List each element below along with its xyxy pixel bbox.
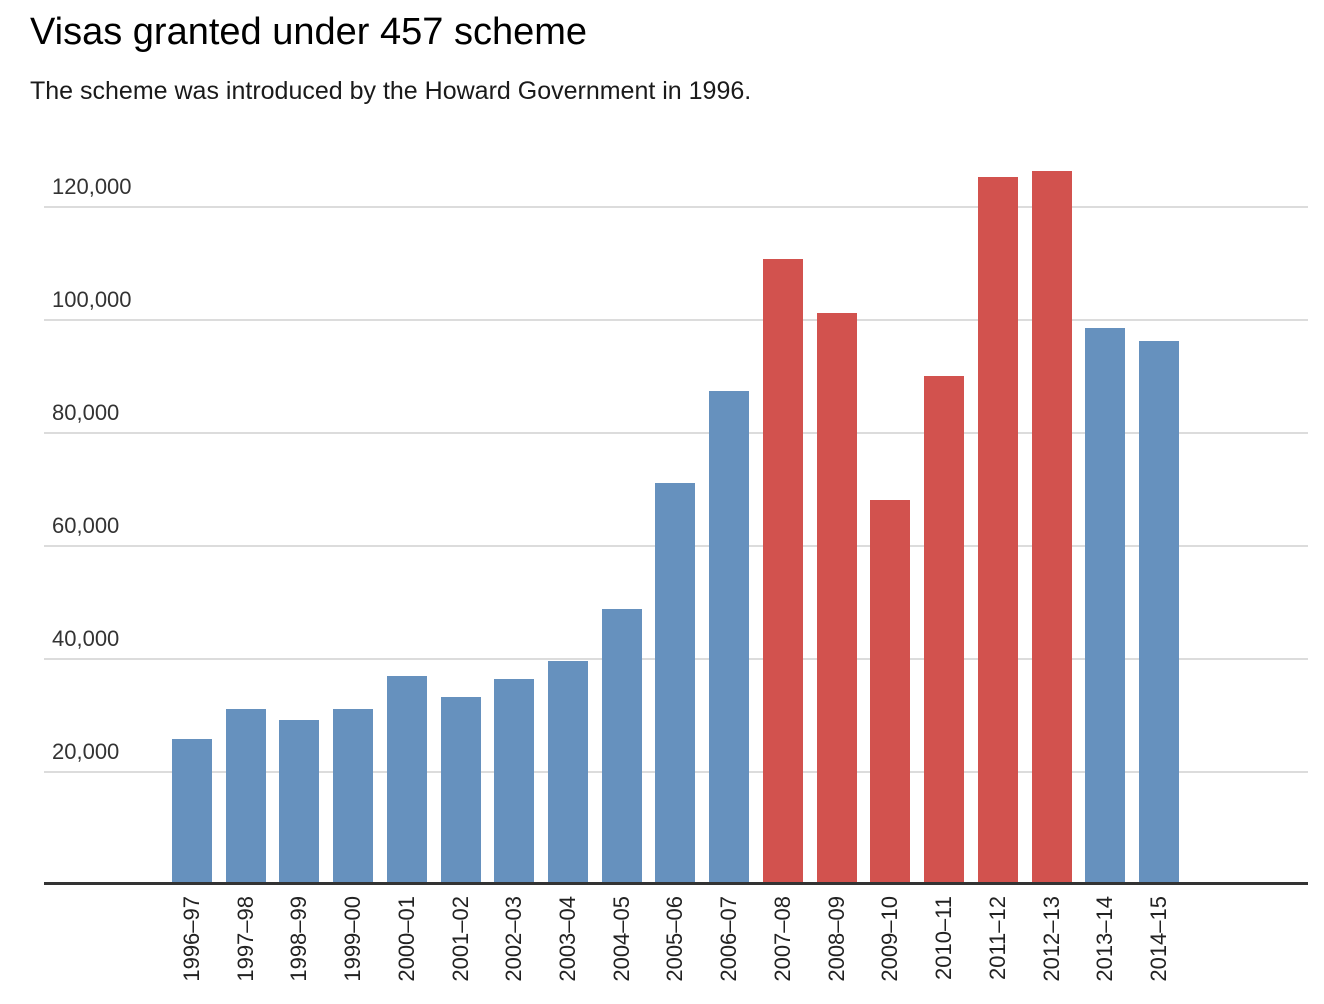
gridline-100000 (44, 319, 1308, 321)
bar-2003–04 (548, 661, 589, 885)
x-tick-label-2004–05: 2004–05 (608, 896, 634, 982)
plot-area: 20,000 40,000 60,000 80,000 100,000 120,000 (44, 160, 1308, 885)
bar-1997–98 (225, 709, 266, 885)
bar-2002–03 (494, 678, 535, 885)
bar-1999–00 (333, 709, 374, 885)
x-tick-label-2014–15: 2014–15 (1145, 896, 1171, 982)
bar-2007–08 (762, 258, 803, 885)
bar-2005–06 (655, 482, 696, 885)
bar-2008–09 (816, 313, 857, 885)
chart-title: Visas granted under 457 scheme (30, 11, 587, 53)
bar-1996–97 (172, 739, 212, 885)
bar-2014–15 (1138, 340, 1179, 885)
bar-2006–07 (709, 391, 750, 885)
x-tick-label-1997–98: 1997–98 (232, 896, 258, 982)
x-tick-label-1998–99: 1998–99 (286, 896, 312, 982)
x-tick-label-2009–10: 2009–10 (877, 896, 903, 982)
x-tick-label-2000–01: 2000–01 (393, 896, 419, 982)
x-tick-label-2010–11: 2010–11 (931, 896, 957, 981)
x-tick-label-1996–97: 1996–97 (179, 896, 204, 982)
bar-1998–99 (279, 720, 320, 885)
x-tick-label-2013–14: 2013–14 (1092, 896, 1118, 982)
bar-2012–13 (1031, 170, 1072, 885)
x-tick-label-2001–02: 2001–02 (447, 896, 473, 982)
gridline-80000 (44, 432, 1308, 434)
gridline-120000 (44, 206, 1308, 208)
y-tick-label-100000: 100,000 (52, 287, 132, 312)
bar-2011–12 (977, 177, 1018, 885)
x-tick-label-2012–13: 2012–13 (1038, 896, 1064, 982)
x-tick-label-2007–08: 2007–08 (769, 896, 795, 982)
x-tick-label-2011–12: 2011–12 (984, 896, 1010, 981)
y-tick-label-120000: 120,000 (52, 174, 132, 199)
y-tick-label-40000: 40,000 (52, 626, 120, 651)
x-tick-label-2006–07: 2006–07 (716, 896, 742, 982)
y-tick-label-80000: 80,000 (52, 400, 120, 425)
bar-2001–02 (440, 696, 481, 885)
bar-2000–01 (386, 675, 427, 885)
bar-2010–11 (924, 375, 965, 885)
x-tick-label-2003–04: 2003–04 (555, 896, 581, 982)
x-tick-label-2008–09: 2008–09 (823, 896, 849, 982)
bar-2009–10 (870, 500, 911, 885)
y-tick-label-60000: 60,000 (52, 513, 120, 538)
bar-2013–14 (1085, 327, 1126, 885)
x-axis-baseline (44, 882, 1308, 885)
x-tick-label-1999–00: 1999–00 (340, 896, 366, 982)
chart-subtitle: The scheme was introduced by the Howard … (30, 77, 752, 105)
bar-2004–05 (601, 608, 642, 885)
x-tick-label-2002–03: 2002–03 (501, 896, 527, 982)
x-tick-label-2005–06: 2005–06 (662, 896, 688, 982)
y-tick-label-20000: 20,000 (52, 739, 120, 764)
